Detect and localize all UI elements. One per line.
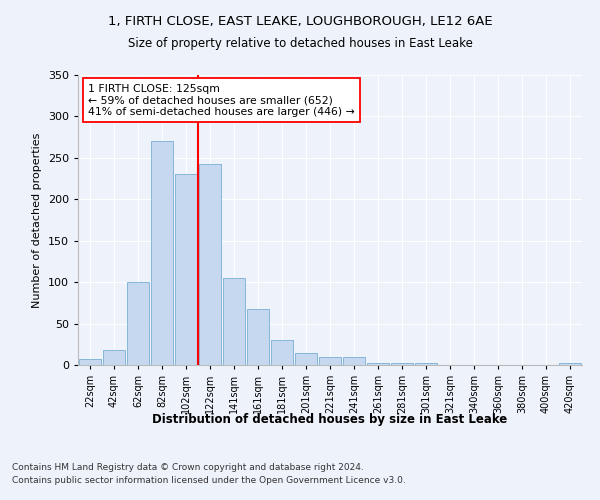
Bar [367,362,389,365]
Text: Contains public sector information licensed under the Open Government Licence v3: Contains public sector information licen… [12,476,406,485]
Bar [151,142,173,365]
Text: 1, FIRTH CLOSE, EAST LEAKE, LOUGHBOROUGH, LE12 6AE: 1, FIRTH CLOSE, EAST LEAKE, LOUGHBOROUGH… [107,15,493,28]
Bar [223,278,245,365]
Y-axis label: Number of detached properties: Number of detached properties [32,132,42,308]
Bar [199,164,221,365]
Bar [175,174,197,365]
Text: Size of property relative to detached houses in East Leake: Size of property relative to detached ho… [128,38,472,51]
Text: Contains HM Land Registry data © Crown copyright and database right 2024.: Contains HM Land Registry data © Crown c… [12,462,364,471]
Bar [79,359,101,365]
Text: Distribution of detached houses by size in East Leake: Distribution of detached houses by size … [152,412,508,426]
Bar [343,356,365,365]
Bar [391,362,413,365]
Bar [127,282,149,365]
Bar [559,364,581,365]
Bar [319,356,341,365]
Text: 1 FIRTH CLOSE: 125sqm
← 59% of detached houses are smaller (652)
41% of semi-det: 1 FIRTH CLOSE: 125sqm ← 59% of detached … [88,84,355,117]
Bar [295,352,317,365]
Bar [247,310,269,365]
Bar [103,350,125,365]
Bar [415,364,437,365]
Bar [271,340,293,365]
